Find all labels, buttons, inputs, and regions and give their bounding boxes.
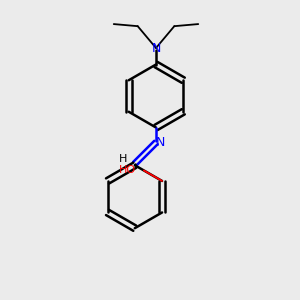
Text: N: N bbox=[151, 41, 161, 55]
Text: H: H bbox=[119, 154, 128, 164]
Text: HO: HO bbox=[119, 166, 136, 176]
Text: N: N bbox=[156, 136, 165, 149]
